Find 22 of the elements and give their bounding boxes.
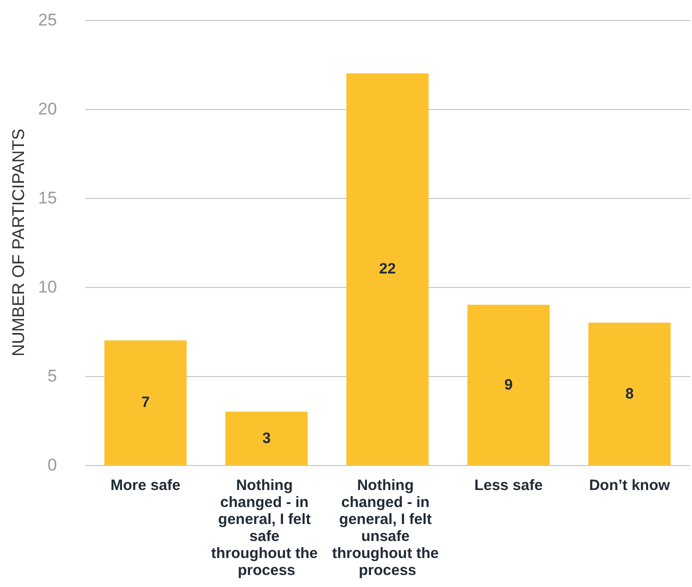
data-label: 7 [141, 394, 150, 412]
bar [588, 322, 671, 465]
y-axis-title: NUMBER OF PARTICIPANTS [9, 128, 28, 356]
y-tick-label: 15 [38, 188, 57, 208]
bar [225, 412, 308, 465]
y-tick-label: 0 [48, 456, 57, 474]
x-tick-label: More safe [110, 477, 181, 494]
data-label: 9 [504, 376, 513, 394]
data-label: 3 [262, 430, 271, 447]
bar [467, 304, 550, 465]
bar [104, 340, 187, 465]
data-label: 22 [379, 260, 396, 278]
y-tick-label: 10 [38, 278, 57, 296]
data-label: 8 [625, 385, 634, 402]
x-tick-label: Less safe [474, 477, 543, 494]
y-tick-label: 25 [38, 10, 57, 30]
x-tick-label: Don’t know [589, 477, 670, 494]
x-tick-label: Nothing changed - in general, I felt safe throughout the process [211, 477, 322, 579]
y-tick-label: 5 [48, 366, 57, 386]
bar [346, 73, 429, 465]
x-tick-label: Nothing changed - in general, I felt unsafe throughout the process [332, 477, 443, 579]
y-tick-label: 20 [38, 100, 57, 118]
